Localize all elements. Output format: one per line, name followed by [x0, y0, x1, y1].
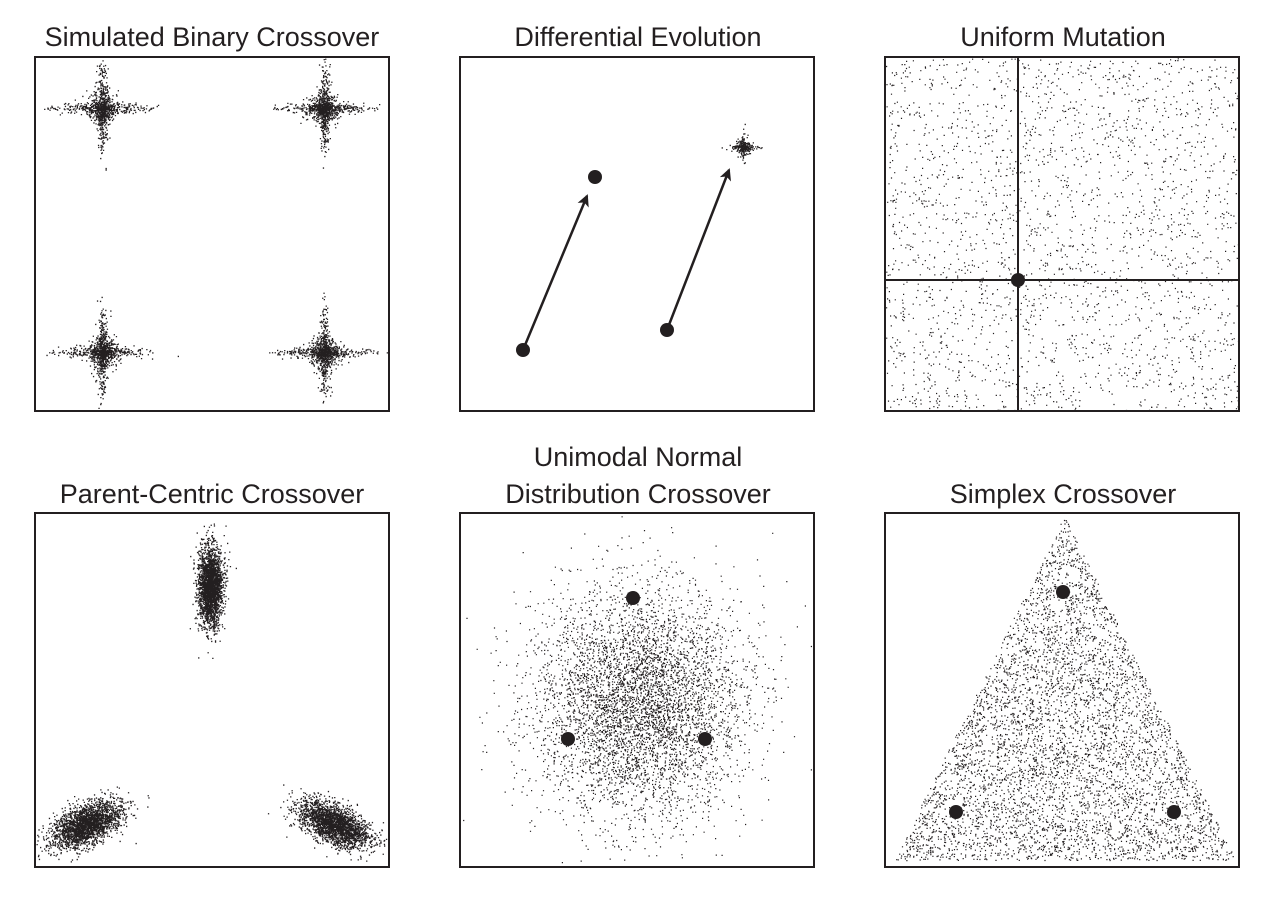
parent-point-3: [1167, 805, 1181, 819]
offspring-points-de: [721, 123, 763, 165]
panel-title-de: Differential Evolution: [514, 22, 762, 52]
plot-area-um: [884, 56, 1240, 412]
parent-point-1: [626, 591, 640, 605]
offspring-points-spx: [896, 519, 1234, 862]
offspring-points-pcx: [36, 523, 388, 863]
parent-point-trial-base: [660, 323, 674, 337]
difference-vector-arrow-2: [665, 168, 731, 331]
scatter-sbx: [44, 58, 388, 409]
plot-area-pcx: [34, 512, 390, 868]
plot-area-spx: [884, 512, 1240, 868]
parent-point-2: [561, 732, 575, 746]
parent-point-tip: [588, 170, 602, 184]
scatter-spx: [896, 519, 1234, 862]
scatter-undx: [463, 516, 812, 864]
panel-title-undx-line2: Distribution Crossover: [505, 479, 771, 509]
panel-title-um: Uniform Mutation: [960, 22, 1166, 52]
scatter-de: [516, 123, 763, 357]
parent-point-um: [1011, 273, 1025, 287]
parent-point-base: [516, 343, 530, 357]
panel-title-pcx: Parent-Centric Crossover: [59, 479, 365, 509]
panel-title-undx-line1: Unimodal Normal: [533, 442, 743, 472]
parent-point-1: [1056, 585, 1070, 599]
panel-title-spx: Simplex Crossover: [949, 479, 1177, 509]
scatter-pcx: [36, 523, 388, 863]
parent-point-3: [698, 732, 712, 746]
offspring-points-sbx: [44, 58, 388, 409]
offspring-points-um: [886, 58, 1238, 410]
offspring-points-undx: [463, 516, 812, 864]
plot-area-de: [459, 56, 815, 412]
plot-area-undx: [459, 512, 815, 868]
panel-title-sbx: Simulated Binary Crossover: [44, 22, 380, 52]
plot-area-sbx: [34, 56, 390, 412]
scatter-um: [886, 58, 1238, 410]
difference-vector-arrow-1: [521, 194, 589, 351]
parent-point-2: [949, 805, 963, 819]
